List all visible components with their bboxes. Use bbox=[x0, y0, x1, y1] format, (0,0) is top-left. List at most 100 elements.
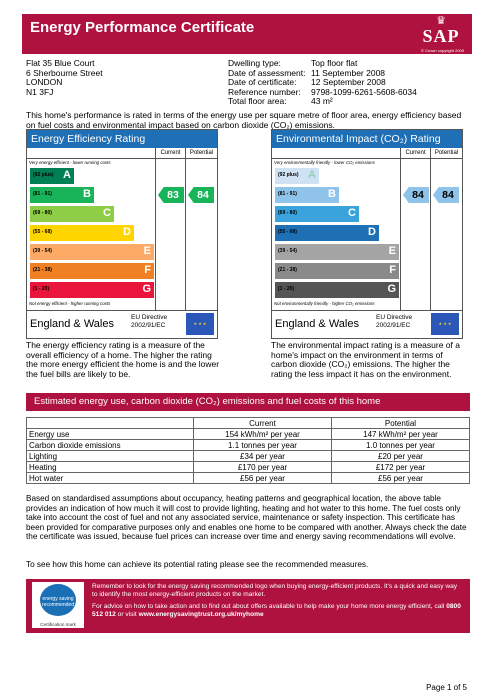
sap-logo: ♛ SAP © Crown copyright 2005 bbox=[418, 15, 464, 54]
band-letter: E bbox=[143, 245, 151, 257]
address-line: LONDON bbox=[26, 77, 63, 88]
band-range: (1 - 20) bbox=[33, 286, 50, 292]
detail-label: Total floor area: bbox=[228, 96, 287, 107]
advice-text: Remember to look for the energy saving r… bbox=[92, 583, 462, 619]
efficiency-current-rating: 83 bbox=[158, 187, 184, 203]
rating-band-d: (55 - 68) D bbox=[275, 225, 379, 241]
band-letter: G bbox=[142, 283, 151, 295]
certification-mark-caption: Certification mark bbox=[40, 622, 76, 627]
band-range: (55 - 68) bbox=[278, 229, 297, 235]
address-block: Flat 35 Blue Court 6 Sherbourne Street L… bbox=[26, 58, 103, 97]
see-measures-text: To see how this home can achieve its pot… bbox=[26, 560, 369, 569]
environment-rating-panel: Environmental Impact (CO₂) Rating Curren… bbox=[271, 129, 463, 339]
header-bar: Energy Performance Certificate ♛ SAP © C… bbox=[22, 14, 472, 54]
energy-saving-recommended-icon: energy saving recommended bbox=[40, 584, 76, 616]
current-value: £56 per year bbox=[193, 472, 332, 484]
rating-band-e: (39 - 54) E bbox=[30, 244, 154, 260]
costs-table: Current Potential Energy use 154 kWh/m² p… bbox=[26, 417, 470, 484]
band-letter: F bbox=[389, 264, 396, 276]
band-letter: C bbox=[348, 207, 356, 219]
advice-box: energy saving recommended Certification … bbox=[26, 579, 470, 633]
environment-potential-rating: 84 bbox=[433, 187, 459, 203]
energy-saving-logo: energy saving recommended Certification … bbox=[32, 582, 84, 628]
potential-value: £172 per year bbox=[331, 461, 470, 473]
crown-copyright: © Crown copyright 2005 bbox=[421, 48, 464, 53]
advice-line2: For advice on how to take action and to … bbox=[92, 603, 461, 618]
rating-band-e: (39 - 54) E bbox=[275, 244, 399, 260]
eu-directive: EU Directive 2002/91/EC bbox=[131, 314, 168, 329]
advice-phone: 0800 512 012 bbox=[92, 603, 461, 618]
address-line: N1 3FJ bbox=[26, 86, 54, 97]
page-number: Page 1 of 5 bbox=[426, 683, 467, 692]
band-range: (92 plus) bbox=[278, 172, 299, 178]
efficiency-top-text: Very energy efficient - lower running co… bbox=[29, 160, 111, 165]
rating-band-g: (1 - 20) G bbox=[30, 282, 154, 298]
current-value: £170 per year bbox=[193, 461, 332, 473]
rating-band-f: (21 - 38) F bbox=[30, 263, 154, 279]
address-line: Flat 35 Blue Court bbox=[26, 58, 95, 68]
efficiency-footer: England & Wales EU Directive 2002/91/EC ★… bbox=[27, 310, 217, 339]
rating-band-a: (92 plus) A bbox=[275, 168, 319, 184]
band-letter: G bbox=[387, 283, 396, 295]
band-range: (21 - 38) bbox=[278, 267, 297, 273]
detail-value: 11 September 2008 bbox=[311, 67, 386, 78]
efficiency-potential-rating: 84 bbox=[188, 187, 214, 203]
detail-label: Date of certificate: bbox=[228, 77, 297, 88]
band-letter: E bbox=[388, 245, 396, 257]
rating-band-f: (21 - 38) F bbox=[275, 263, 399, 279]
band-range: (92 plus) bbox=[33, 172, 54, 178]
table-row: Energy use 154 kWh/m² per year 147 kWh/m² … bbox=[26, 428, 470, 440]
potential-value: £56 per year bbox=[331, 472, 470, 484]
country-label: England & Wales bbox=[30, 318, 114, 330]
environment-top-text: Very environmentally friendly - lower CO… bbox=[274, 160, 375, 165]
current-column-header: Current bbox=[155, 148, 185, 158]
efficiency-rating-panel: Energy Efficiency Rating Current Potenti… bbox=[26, 129, 218, 339]
intro-text: This home's performance is rated in term… bbox=[26, 110, 462, 130]
table-row: Carbon dioxide emissions 1.1 tonnes per y… bbox=[26, 439, 470, 451]
environment-description: The environmental impact rating is a mea… bbox=[271, 340, 460, 379]
environment-current-rating: 84 bbox=[403, 187, 429, 203]
efficiency-bottom-text: Not energy efficient - higher running co… bbox=[29, 301, 111, 306]
band-range: (55 - 68) bbox=[33, 229, 52, 235]
row-label: Lighting bbox=[26, 450, 194, 462]
band-range: (1 - 20) bbox=[278, 286, 295, 292]
band-range: (81 - 91) bbox=[278, 191, 297, 197]
address-line: 6 Sherbourne Street bbox=[26, 67, 103, 78]
band-range: (81 - 91) bbox=[33, 191, 52, 197]
detail-value: Top floor flat bbox=[311, 58, 358, 68]
sap-logo-text: SAP bbox=[422, 26, 460, 46]
band-letter: A bbox=[63, 169, 71, 181]
detail-label: Date of assessment: bbox=[228, 67, 306, 78]
table-header: Potential bbox=[331, 417, 470, 429]
band-letter: D bbox=[368, 226, 376, 238]
environment-title: Environmental Impact (CO₂) Rating bbox=[272, 130, 462, 148]
detail-label: Reference number: bbox=[228, 86, 301, 97]
dwelling-details: Dwelling type: Top floor flat Date of ass… bbox=[228, 58, 417, 107]
table-header: Current bbox=[193, 417, 332, 429]
environment-bottom-text: Not environmentally friendly - higher CO… bbox=[274, 301, 375, 306]
band-range: (39 - 54) bbox=[33, 248, 52, 254]
detail-label: Dwelling type: bbox=[228, 58, 281, 68]
current-column-header: Current bbox=[400, 148, 430, 158]
eu-directive: EU Directive 2002/91/EC bbox=[376, 314, 413, 329]
rating-band-g: (1 - 20) G bbox=[275, 282, 399, 298]
eu-flag-icon: ★ ★ ★ bbox=[186, 313, 214, 335]
efficiency-description: The energy efficiency rating is a measur… bbox=[26, 340, 220, 379]
band-letter: C bbox=[103, 207, 111, 219]
table-row: Lighting £34 per year £20 per year bbox=[26, 450, 470, 462]
band-letter: D bbox=[123, 226, 131, 238]
advice-website-link[interactable]: www.energysavingtrust.org.uk/myhome bbox=[138, 611, 264, 618]
table-header-row: Current Potential bbox=[26, 417, 470, 429]
page-title: Energy Performance Certificate bbox=[30, 19, 255, 36]
band-letter: A bbox=[308, 169, 316, 181]
row-label: Heating bbox=[26, 461, 194, 473]
advice-line1: Remember to look for the energy saving r… bbox=[92, 583, 458, 598]
potential-column-header: Potential bbox=[430, 148, 462, 158]
table-row: Hot water £56 per year £56 per year bbox=[26, 472, 470, 484]
costs-section-title: Estimated energy use, carbon dioxide (CO… bbox=[26, 393, 470, 411]
rating-band-d: (55 - 68) D bbox=[30, 225, 134, 241]
band-range: (69 - 80) bbox=[278, 210, 297, 216]
eu-flag-icon: ★ ★ ★ bbox=[431, 313, 459, 335]
current-value: 1.1 tonnes per year bbox=[193, 439, 332, 451]
crown-icon: ♛ bbox=[436, 15, 446, 27]
